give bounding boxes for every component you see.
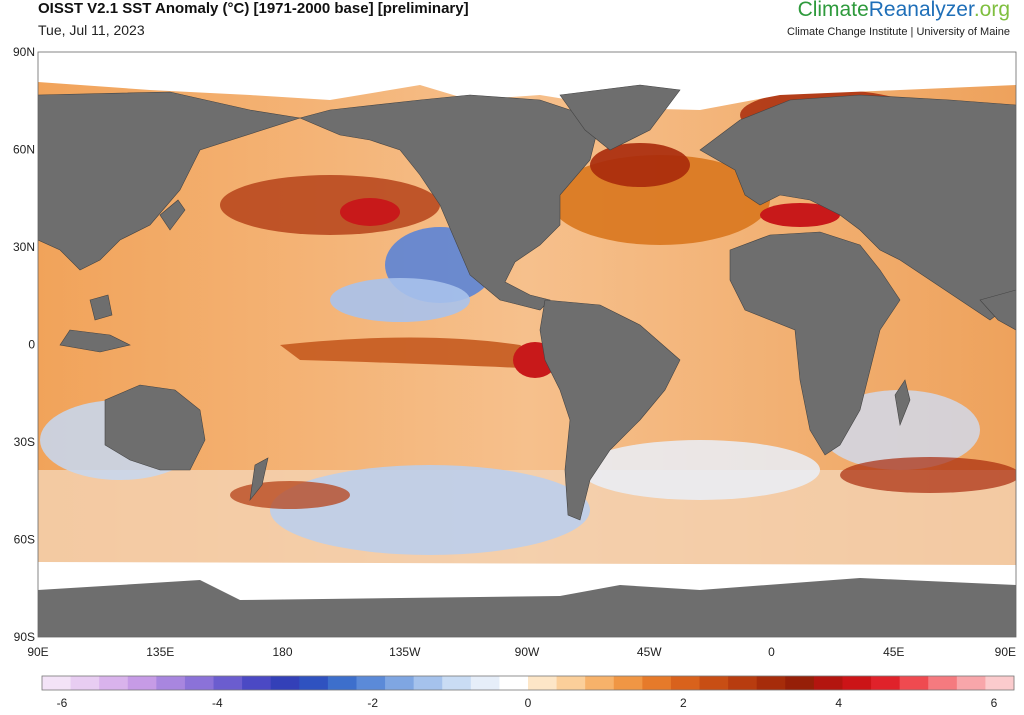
colorbar-label-2: -2 [367, 696, 378, 710]
colorbar-swatch-1 [70, 676, 100, 690]
lon-label-7: 45E [883, 645, 904, 659]
lat-label-5: 60S [14, 533, 35, 547]
australia [104, 384, 206, 471]
colorbar-swatch-28 [842, 676, 872, 690]
affiliation: Climate Change Institute | University of… [787, 26, 1010, 38]
pale-anomaly-south-atlantic [580, 440, 820, 500]
land-masses [38, 84, 1016, 521]
indonesia [59, 329, 131, 353]
lat-label-6: 90S [14, 630, 35, 644]
new-zealand [249, 457, 269, 502]
japan [159, 199, 186, 231]
lon-label-0: 90E [27, 645, 48, 659]
lon-label-1: 135E [146, 645, 174, 659]
warm-anomaly-south-pacific-band [230, 481, 350, 509]
north-america [299, 94, 601, 311]
colorbar-swatch-3 [127, 676, 157, 690]
colorbar-swatch-9 [299, 676, 329, 690]
south-america [539, 299, 681, 521]
colorbar-swatch-32 [956, 676, 986, 690]
colorbar-swatch-31 [928, 676, 958, 690]
lon-label-2: 180 [272, 645, 292, 659]
warm-anomaly-mediterranean [760, 203, 840, 227]
lat-label-0: 90N [13, 45, 35, 59]
antarctica-land [38, 578, 1016, 637]
lat-label-2: 30N [13, 240, 35, 254]
colorbar-swatch-23 [699, 676, 729, 690]
lon-label-4: 90W [515, 645, 540, 659]
lat-label-1: 60N [13, 143, 35, 157]
colorbar-swatch-27 [813, 676, 843, 690]
arctic-sea-ice [38, 52, 1016, 110]
colorbar [41, 675, 1015, 691]
lon-label-8: 90E [995, 645, 1016, 659]
lat-label-3: 0 [28, 338, 35, 352]
lon-label-6: 0 [768, 645, 775, 659]
colorbar-swatch-15 [470, 676, 500, 690]
map-title: OISST V2.1 SST Anomaly (°C) [1971-2000 b… [38, 0, 469, 17]
colorbar-border [41, 675, 1015, 691]
colorbar-label-5: 4 [835, 696, 842, 710]
cool-anomaly-subtropical-pacific [330, 278, 470, 322]
cool-anomaly-south-pacific [270, 465, 590, 555]
colorbar-swatch-6 [213, 676, 243, 690]
colorbar-swatch-21 [642, 676, 672, 690]
colorbar-swatch-30 [899, 676, 929, 690]
lon-label-3: 135W [389, 645, 421, 659]
longitude-labels: 90E 135E 180 135W 90W 45W 0 45E 90E [27, 645, 1016, 659]
colorbar-swatch-14 [442, 676, 472, 690]
map-border [37, 51, 1017, 638]
colorbar-swatch-24 [728, 676, 758, 690]
colorbar-swatch-33 [985, 676, 1015, 690]
india [979, 289, 1016, 331]
colorbar-swatch-4 [156, 676, 186, 690]
greenland [559, 84, 681, 151]
colorbar-swatch-26 [785, 676, 815, 690]
brand-logo[interactable]: ClimateReanalyzer.org [798, 0, 1010, 22]
colorbar-swatch-20 [613, 676, 643, 690]
warm-anomaly-equatorial-pacific [280, 337, 560, 370]
madagascar [894, 379, 911, 427]
lat-label-4: 30S [14, 435, 35, 449]
borneo [89, 294, 113, 321]
colorbar-swatch-11 [356, 676, 386, 690]
africa [729, 231, 901, 456]
warm-anomaly-southern-indian [840, 457, 1016, 493]
lon-label-5: 45W [637, 645, 662, 659]
colorbar-swatch-19 [585, 676, 615, 690]
colorbar-swatch-8 [270, 676, 300, 690]
warm-anomaly-n-pacific [220, 175, 440, 235]
colorbar-swatch-7 [242, 676, 272, 690]
colorbar-swatch-5 [184, 676, 215, 690]
colorbar-swatch-16 [499, 676, 529, 690]
colorbar-swatch-18 [556, 676, 586, 690]
map-field [38, 52, 1016, 637]
colorbar-swatch-2 [99, 676, 129, 690]
map-date: Tue, Jul 11, 2023 [38, 22, 145, 38]
colorbar-label-4: 2 [680, 696, 687, 710]
colorbar-swatch-17 [528, 676, 558, 690]
colorbar-swatch-22 [670, 676, 701, 690]
colorbar-swatch-12 [385, 676, 415, 690]
warm-core-n-atlantic [590, 143, 690, 187]
colorbar-label-3: 0 [525, 696, 532, 710]
colorbar-labels: -6 -4 -2 0 2 4 6 [57, 696, 998, 710]
colorbar-label-0: -6 [57, 696, 68, 710]
colorbar-swatch-0 [42, 676, 72, 690]
warm-core-n-pacific [340, 198, 400, 226]
colorbar-label-1: -4 [212, 696, 223, 710]
east-asia [38, 91, 301, 271]
colorbar-swatch-13 [413, 676, 443, 690]
colorbar-label-6: 6 [991, 696, 998, 710]
colorbar-swatch-29 [871, 676, 901, 690]
latitude-labels: 90N 60N 30N 0 30S 60S 90S [13, 45, 35, 644]
colorbar-swatch-10 [327, 676, 357, 690]
brand-part-1: Climate [797, 0, 869, 21]
brand-part-2: Reanalyzer [868, 0, 974, 21]
brand-part-3: .org [973, 0, 1010, 21]
colorbar-swatch-25 [756, 676, 786, 690]
eurasia [699, 94, 1016, 321]
